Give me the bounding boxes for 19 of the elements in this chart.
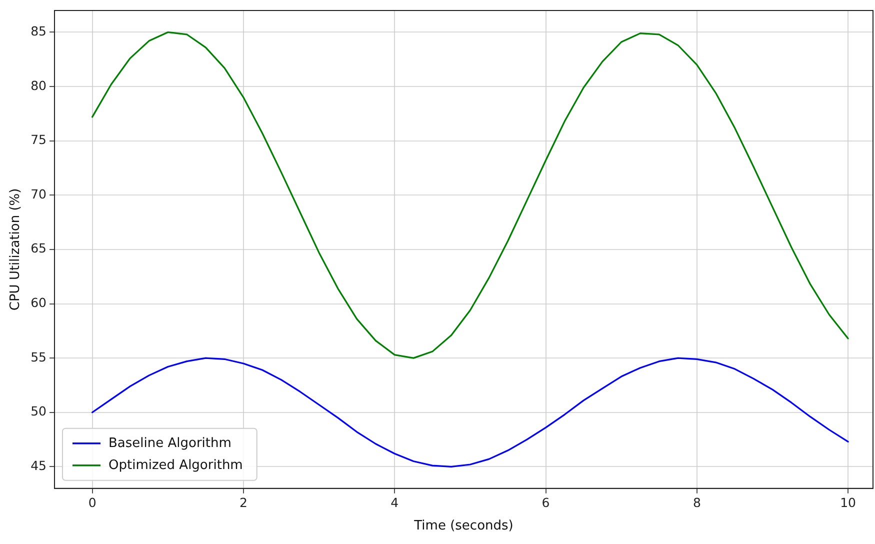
x-tick-label: 6 <box>542 495 550 510</box>
x-tick-label: 2 <box>239 495 248 510</box>
x-tick-label: 0 <box>88 495 96 510</box>
y-tick-label: 70 <box>30 186 47 202</box>
y-tick-label: 55 <box>30 349 47 364</box>
y-axis-title: CPU Utilization (%) <box>8 188 24 311</box>
y-tick-label: 75 <box>30 132 47 148</box>
y-tick-label: 85 <box>30 23 47 38</box>
x-tick-label: 4 <box>390 495 399 510</box>
y-tick-label: 80 <box>30 78 47 93</box>
legend-label: Baseline Algorithm <box>108 436 232 451</box>
y-tick-label: 45 <box>30 458 47 473</box>
x-tick-label: 10 <box>840 495 856 510</box>
legend-label: Optimized Algorithm <box>108 458 243 473</box>
y-tick-label: 50 <box>30 404 47 419</box>
x-tick-label: 8 <box>692 495 701 510</box>
y-tick-label: 65 <box>30 240 47 256</box>
y-tick-label: 60 <box>30 295 47 310</box>
x-axis-title: Time (seconds) <box>413 518 514 534</box>
